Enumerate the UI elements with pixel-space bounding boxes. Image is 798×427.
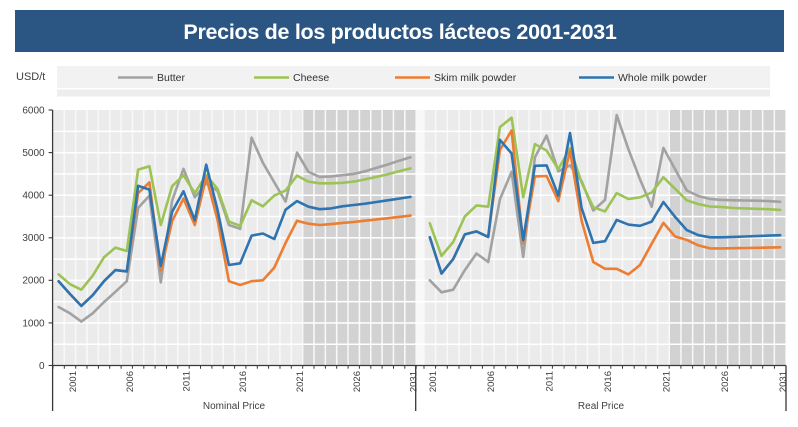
svg-text:Real Price: Real Price	[578, 401, 625, 412]
svg-text:3000: 3000	[22, 233, 45, 244]
svg-text:5000: 5000	[22, 148, 45, 159]
svg-text:Precios de los productos lácte: Precios de los productos lácteos 2001-20…	[183, 20, 616, 44]
svg-text:2000: 2000	[22, 276, 45, 287]
svg-text:6000: 6000	[22, 105, 45, 116]
svg-text:2001: 2001	[428, 371, 439, 392]
svg-text:2021: 2021	[661, 371, 672, 392]
svg-text:2031: 2031	[778, 371, 789, 392]
svg-text:2006: 2006	[486, 371, 497, 392]
svg-text:2026: 2026	[720, 371, 731, 392]
svg-text:Cheese: Cheese	[293, 72, 329, 84]
svg-text:2016: 2016	[238, 371, 249, 392]
svg-text:1000: 1000	[22, 318, 45, 329]
svg-text:2016: 2016	[603, 371, 614, 392]
svg-text:2001: 2001	[68, 371, 79, 392]
svg-text:2011: 2011	[545, 371, 556, 391]
svg-text:Whole milk powder: Whole milk powder	[618, 72, 707, 84]
svg-text:Skim milk powder: Skim milk powder	[434, 72, 517, 84]
svg-text:2021: 2021	[295, 371, 306, 392]
svg-text:4000: 4000	[22, 191, 45, 202]
svg-text:2011: 2011	[182, 371, 193, 391]
svg-text:Nominal Price: Nominal Price	[203, 401, 266, 412]
svg-text:2031: 2031	[409, 371, 420, 392]
svg-text:Butter: Butter	[157, 72, 186, 84]
svg-text:2006: 2006	[125, 371, 136, 392]
svg-text:USD/t: USD/t	[16, 71, 45, 83]
svg-text:2026: 2026	[352, 371, 363, 392]
svg-text:0: 0	[39, 361, 45, 372]
